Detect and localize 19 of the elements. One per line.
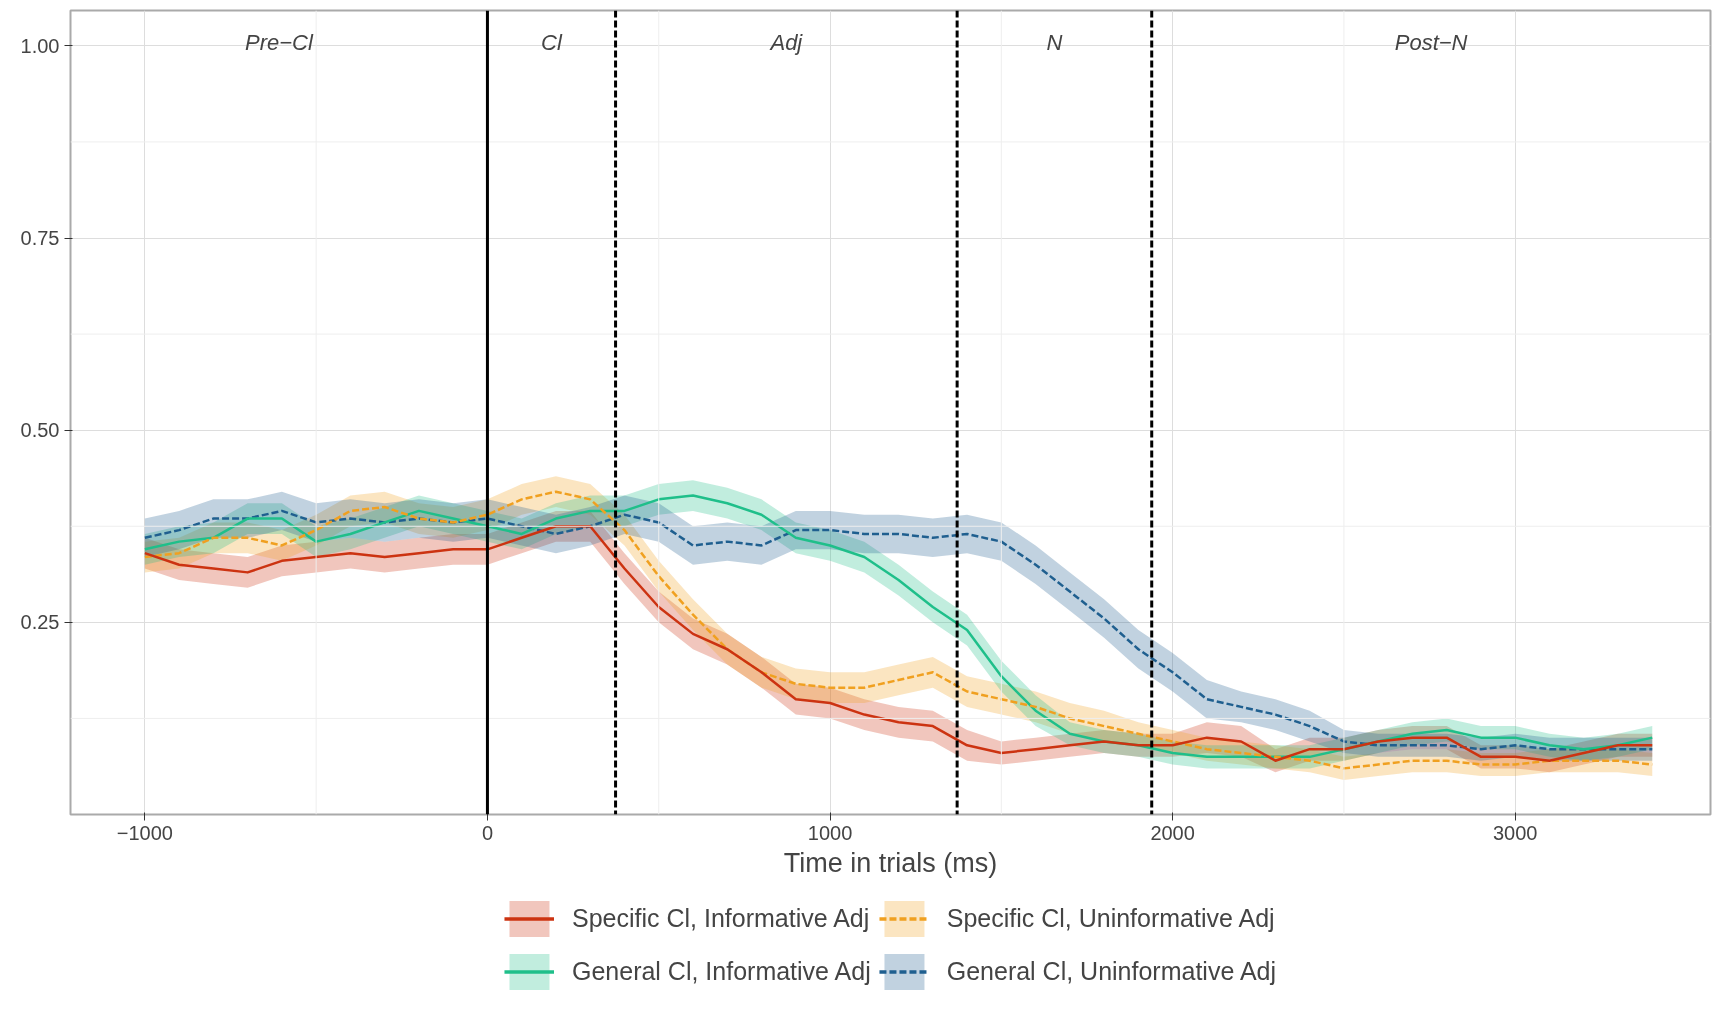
x-tick-label: 1000	[807, 821, 853, 844]
annotation: Pre−Cl	[245, 30, 315, 55]
x-tick-label: −1000	[116, 821, 173, 844]
legend-label: General Cl, Uninformative Adj	[946, 957, 1277, 986]
annotation: Cl	[541, 30, 563, 55]
annotation: Adj	[768, 30, 804, 55]
annotation: Post−N	[1394, 30, 1468, 55]
y-tick-label: 0.75	[20, 227, 60, 250]
y-tick-label: 0.50	[20, 419, 60, 442]
y-tick-label: 1.00	[20, 34, 60, 57]
legend-label: Specific Cl, Uninformative Adj	[946, 904, 1275, 933]
legend-label: General Cl, Informative Adj	[571, 957, 871, 986]
annotation: N	[1046, 30, 1063, 55]
legend-label: Specific Cl, Informative Adj	[571, 904, 870, 933]
x-axis-title: Time in trials (ms)	[783, 847, 998, 878]
x-tick-label: 3000	[1492, 821, 1538, 844]
x-tick-label: 2000	[1150, 821, 1195, 844]
y-tick-label: 0.25	[20, 611, 60, 634]
x-tick-label: 0	[481, 821, 493, 844]
